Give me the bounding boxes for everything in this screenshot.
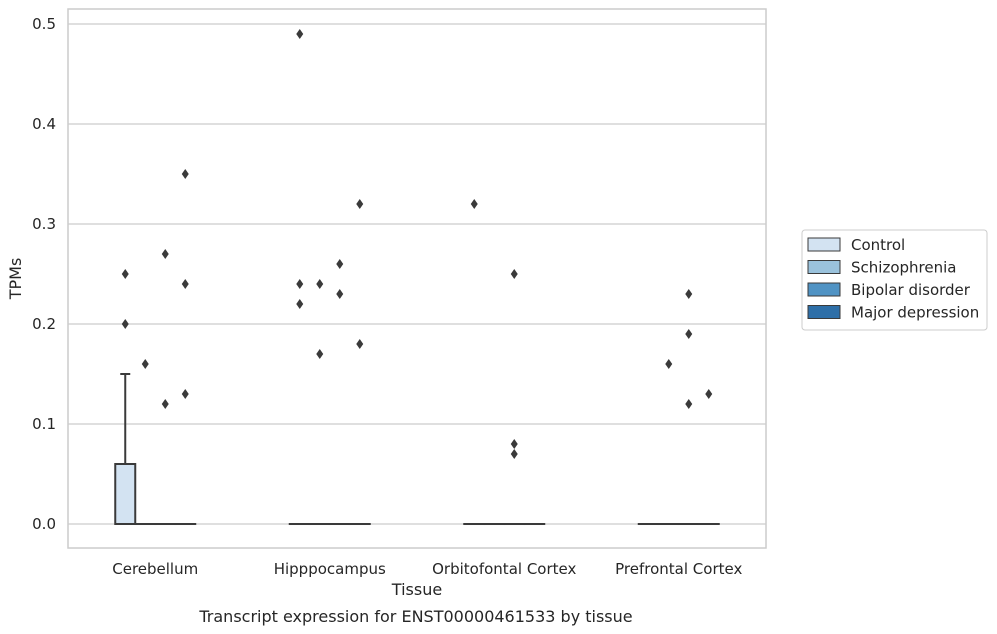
outlier-point — [181, 389, 189, 399]
outlier-point — [181, 279, 189, 289]
outlier-point — [470, 199, 478, 209]
y-tick-label: 0.5 — [32, 15, 56, 33]
legend-entry-label: Major depression — [851, 304, 979, 322]
legend-swatch — [807, 282, 841, 297]
outlier-point — [685, 289, 693, 299]
legend-entry-label: Control — [851, 236, 905, 254]
outlier-point — [121, 269, 129, 279]
y-tick-label: 0.0 — [32, 515, 56, 533]
outlier-point — [685, 399, 693, 409]
outlier-point — [336, 289, 344, 299]
outlier-point — [510, 439, 518, 449]
outlier-point — [141, 359, 149, 369]
x-tick-label: Prefrontal Cortex — [615, 560, 742, 578]
y-tick-label: 0.1 — [32, 415, 56, 433]
outlier-points — [121, 29, 713, 459]
legend-frame — [801, 229, 988, 331]
outlier-point — [121, 319, 129, 329]
outlier-point — [296, 29, 304, 39]
x-axis-ticks: Cerebellum Hipppocampus Orbitofontal Corte… — [112, 560, 742, 578]
outlier-point — [705, 389, 713, 399]
y-tick-label: 0.4 — [32, 115, 56, 133]
x-tick-label: Hipppocampus — [274, 560, 386, 578]
outlier-point — [665, 359, 673, 369]
x-tick-label: Cerebellum — [112, 560, 198, 578]
y-tick-label: 0.2 — [32, 315, 56, 333]
gridlines — [68, 23, 766, 525]
outlier-point — [316, 279, 324, 289]
box-series — [114, 373, 720, 526]
outlier-point — [161, 399, 169, 409]
legend-entry-label: Bipolar disorder — [851, 281, 971, 299]
legend-entry-label: Schizophrenia — [851, 259, 956, 277]
x-axis-label: Tissue — [391, 580, 442, 599]
x-tick-label: Orbitofontal Cortex — [432, 560, 576, 578]
plot-frame — [67, 8, 767, 549]
legend-swatch — [807, 237, 841, 252]
outlier-point — [296, 279, 304, 289]
outlier-point — [510, 449, 518, 459]
outlier-point — [336, 259, 344, 269]
legend-swatch — [807, 305, 841, 319]
chart-caption: Transcript expression for ENST0000046153… — [198, 607, 632, 626]
legend: Control Schizophrenia Bipolar disorder Majo… — [801, 229, 988, 331]
outlier-point — [356, 339, 364, 349]
outlier-point — [510, 269, 518, 279]
outlier-point — [356, 199, 364, 209]
legend-swatch — [807, 260, 841, 274]
outlier-point — [296, 299, 304, 309]
outlier-point — [685, 329, 693, 339]
outlier-point — [161, 249, 169, 259]
y-axis-label: TPMs — [6, 258, 25, 301]
outlier-point — [181, 169, 189, 179]
box — [114, 463, 137, 525]
y-tick-label: 0.3 — [32, 215, 56, 233]
y-axis-ticks: 0.0 0.1 0.2 0.3 0.4 0.5 — [32, 15, 56, 533]
outlier-point — [316, 349, 324, 359]
